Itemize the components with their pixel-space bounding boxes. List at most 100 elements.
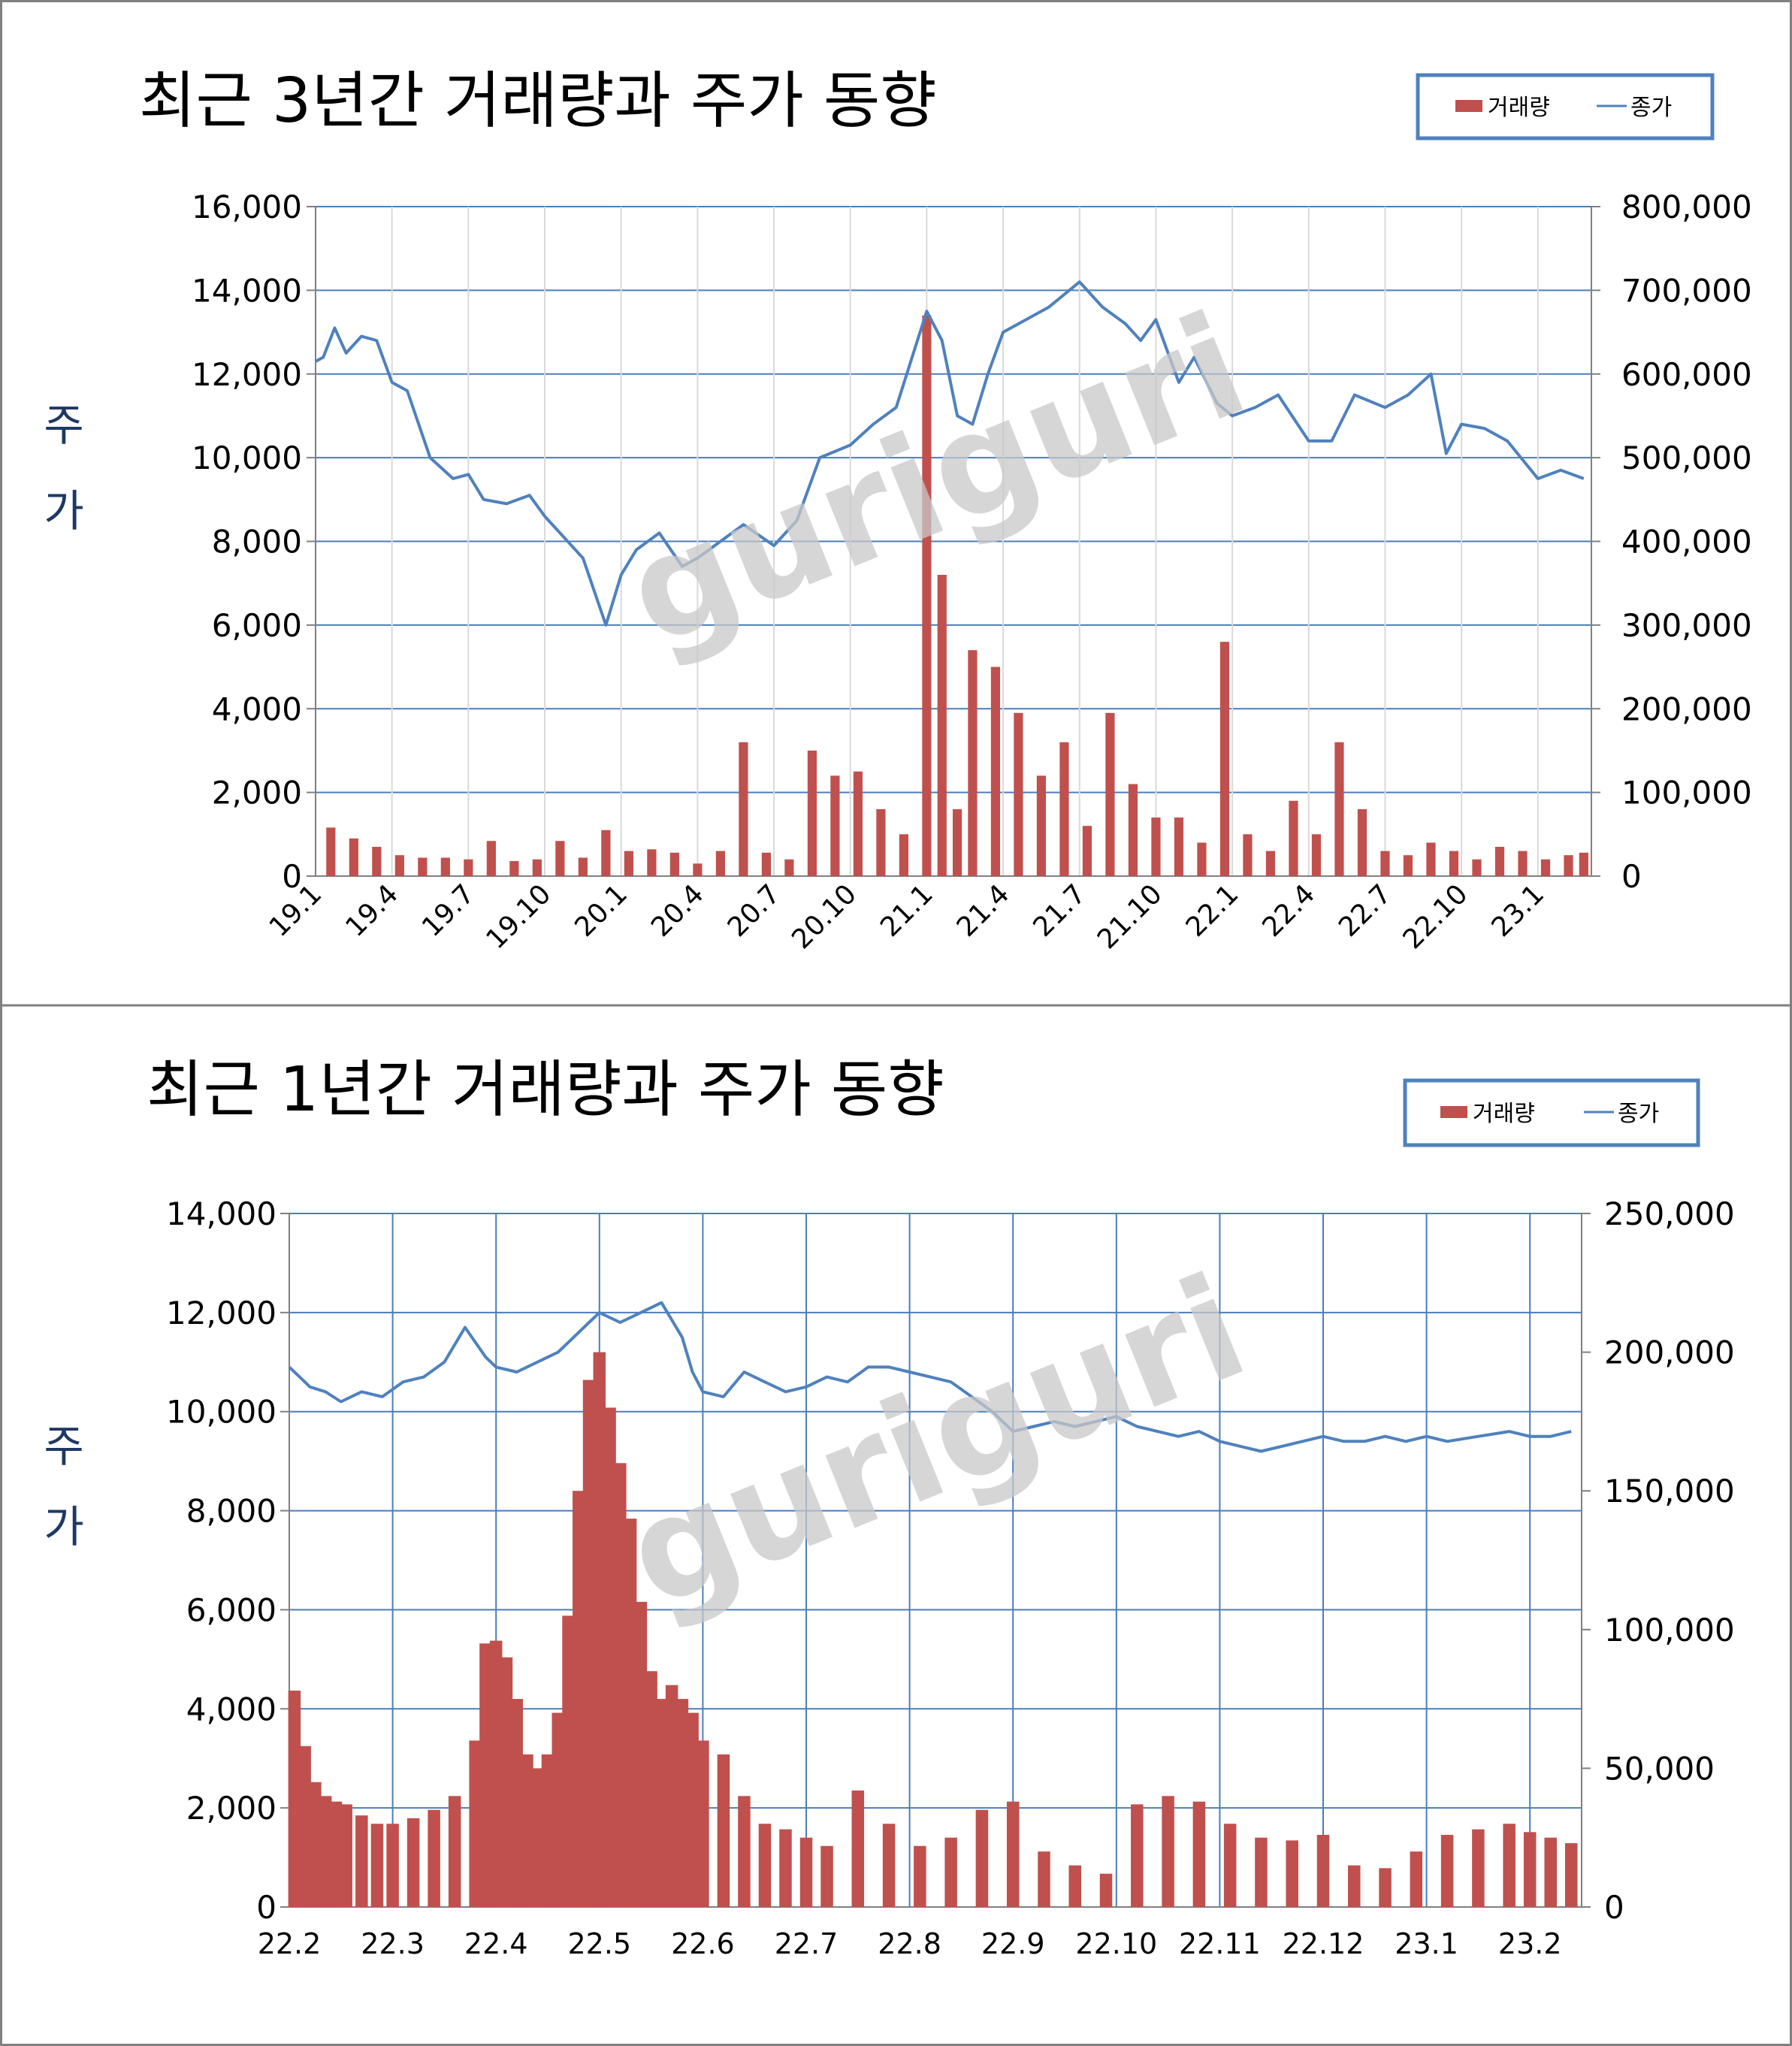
- volume-bar: [758, 1824, 772, 1907]
- volume-bar: [761, 852, 771, 876]
- volume-bars: [288, 1352, 1578, 1907]
- x-axis-tick-label: 20.10: [786, 878, 863, 955]
- volume-bar: [326, 827, 336, 876]
- x-axis-tick-label: 22.7: [1333, 878, 1398, 943]
- right-axis-ticks: 0 100,000 200,000 300,000 400,000 500,000 600,…: [1591, 189, 1752, 895]
- volume-bars: [326, 315, 1588, 877]
- y-axis-title-char-1: 주: [44, 400, 83, 451]
- volume-bar: [1440, 1835, 1454, 1907]
- volume-bar: [686, 1712, 699, 1907]
- volume-bar: [1334, 742, 1344, 876]
- volume-bar: [1564, 1843, 1578, 1907]
- x-axis-tick-label: 23.1: [1486, 878, 1551, 943]
- left-axis-ticks: 0 2,000 4,000 6,000 8,000 10,000 12,000 14,000 1…: [192, 189, 302, 895]
- volume-bar: [601, 830, 611, 876]
- left-axis-tick-label: 8,000: [212, 524, 302, 561]
- x-axis-ticks: 19.1 19.4 19.7 19.10 20.1 20.4 20.7 20.10 21.1 21…: [264, 878, 1550, 955]
- volume-bar: [1379, 1868, 1392, 1907]
- x-axis-tick-label: 20.1: [569, 878, 633, 943]
- right-axis-tick-label: 400,000: [1621, 524, 1752, 561]
- x-axis-tick-label: 22.1: [1180, 878, 1245, 943]
- volume-bar: [1243, 834, 1253, 876]
- left-axis-tick-label: 16,000: [192, 189, 302, 225]
- volume-bar: [1410, 1851, 1423, 1907]
- volume-bar: [555, 841, 565, 876]
- x-axis-tick-label: 22.3: [361, 1927, 425, 1960]
- legend: 거래량 종가: [1403, 1078, 1700, 1147]
- volume-bar: [370, 1824, 384, 1907]
- x-axis-tick-label: 19.10: [481, 878, 558, 955]
- volume-bar: [418, 857, 428, 876]
- right-axis-tick-label: 150,000: [1604, 1473, 1735, 1510]
- right-axis-tick-label: 800,000: [1621, 189, 1752, 225]
- volume-bar: [1192, 1801, 1206, 1907]
- x-axis-tick-label: 21.1: [875, 878, 939, 943]
- volume-bar: [614, 1463, 627, 1907]
- volume-bar: [1289, 800, 1298, 876]
- volume-bar: [532, 859, 542, 876]
- x-axis-tick-label: 22.4: [1256, 878, 1321, 943]
- x-axis-tick-label: 22.10: [1075, 1927, 1157, 1960]
- x-axis-ticks: 22.2 22.3 22.4 22.5 22.6 22.7 22.8 22.9 22.10 22.…: [258, 1927, 1562, 1960]
- right-axis-tick-label: 50,000: [1604, 1750, 1715, 1787]
- volume-bar: [489, 1640, 503, 1907]
- volume-bar: [717, 1754, 730, 1907]
- right-axis-tick-label: 0: [1621, 858, 1642, 895]
- volume-bar: [1219, 642, 1230, 876]
- volume-bar: [853, 771, 863, 876]
- left-axis-ticks: 0 2,000 4,000 6,000 8,000 10,000 12,000 14,000: [166, 1195, 277, 1926]
- volume-bar: [1099, 1873, 1113, 1907]
- volume-bar: [655, 1699, 668, 1907]
- volume-bar: [697, 1740, 709, 1907]
- volume-bar: [739, 742, 748, 876]
- volume-bar: [665, 1685, 678, 1907]
- volume-bar: [1564, 855, 1573, 876]
- volume-bar: [1348, 1865, 1361, 1907]
- volume-bar: [1494, 847, 1505, 876]
- legend-label-price: 종가: [1618, 1101, 1659, 1127]
- x-axis-tick-label: 21.7: [1027, 878, 1092, 943]
- x-axis-tick-label: 19.1: [264, 878, 328, 943]
- volume-bar: [1472, 1829, 1485, 1907]
- right-axis-tick-label: 300,000: [1621, 607, 1752, 644]
- volume-bar: [1523, 1832, 1537, 1907]
- legend-swatch-volume: [1455, 100, 1482, 112]
- volume-bar: [1316, 1835, 1330, 1907]
- volume-bar: [647, 849, 657, 876]
- chart-title: 최근 1년간 거래량과 주가 동향: [147, 1054, 944, 1126]
- volume-bar: [464, 859, 473, 876]
- x-axis-tick-label: 22.6: [671, 1927, 735, 1960]
- legend-swatch-volume: [1440, 1106, 1467, 1118]
- left-axis-tick-label: 6,000: [212, 607, 302, 644]
- right-axis-tick-label: 0: [1604, 1889, 1624, 1926]
- volume-bar: [715, 851, 725, 876]
- volume-bar: [990, 666, 1001, 876]
- chart-title: 최근 3년간 거래량과 주가 동향: [139, 65, 937, 137]
- right-axis-tick-label: 200,000: [1604, 1334, 1735, 1371]
- legend-label-volume: 거래량: [1473, 1101, 1535, 1127]
- volume-bar: [1105, 712, 1115, 876]
- volume-bar: [1403, 855, 1413, 876]
- volume-bar: [937, 575, 947, 876]
- volume-bar: [573, 1491, 585, 1907]
- volume-bar: [799, 1837, 813, 1907]
- volume-bar: [510, 1699, 523, 1907]
- x-axis-tick-label: 22.11: [1179, 1927, 1261, 1960]
- volume-bar: [693, 863, 703, 876]
- volume-bar: [1006, 1801, 1020, 1907]
- x-axis-tick-label: 20.4: [645, 878, 710, 943]
- volume-bar: [1449, 851, 1459, 876]
- panel-3year: 최근 3년간 거래량과 주가 동향 거래량 종가 주 가 0 2,000 4,000…: [44, 65, 1751, 955]
- volume-bar: [552, 1712, 565, 1907]
- volume-bar: [448, 1796, 461, 1907]
- volume-bar: [1357, 808, 1367, 876]
- x-axis-tick-label: 19.7: [416, 878, 481, 943]
- volume-bar: [486, 841, 496, 876]
- left-axis-tick-label: 2,000: [186, 1790, 277, 1827]
- left-axis-tick-label: 14,000: [192, 272, 302, 309]
- right-axis-tick-label: 700,000: [1621, 272, 1752, 309]
- volume-bar: [1162, 1796, 1174, 1907]
- volume-bar: [975, 1809, 989, 1907]
- volume-bar: [1380, 851, 1390, 876]
